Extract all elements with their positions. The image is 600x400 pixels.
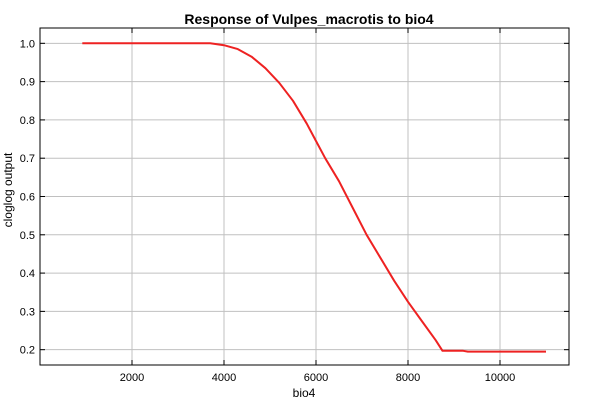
series-lines: [82, 42, 546, 353]
chart-title: Response of Vulpes_macrotis to bio4: [184, 11, 433, 27]
x-tick-label: 6000: [304, 372, 328, 384]
y-tick-label: 0.3: [20, 306, 35, 318]
y-tick-label: 0.8: [20, 115, 35, 127]
y-tick-label: 0.2: [20, 345, 35, 357]
y-tick-label: 0.5: [20, 230, 35, 242]
x-tick-label: 4000: [212, 372, 236, 384]
grid-lines: [40, 28, 569, 365]
axis-ticks: 2000 4000 6000 8000 10000 0.2 0.3 0.4 0.5 0.6 0.7 0…: [20, 28, 569, 384]
x-tick-label: 10000: [485, 372, 516, 384]
series-line: [82, 42, 546, 353]
y-tick-label: 0.4: [20, 268, 35, 280]
y-tick-label: 0.6: [20, 192, 35, 204]
x-axis-label: bio4: [293, 386, 316, 400]
x-tick-label: 2000: [120, 372, 144, 384]
x-tick-label: 8000: [396, 372, 420, 384]
y-tick-label: 0.7: [20, 153, 35, 165]
y-tick-label: 1.0: [20, 38, 35, 50]
y-axis-label: cloglog output: [1, 152, 15, 227]
y-tick-label: 0.9: [20, 77, 35, 89]
